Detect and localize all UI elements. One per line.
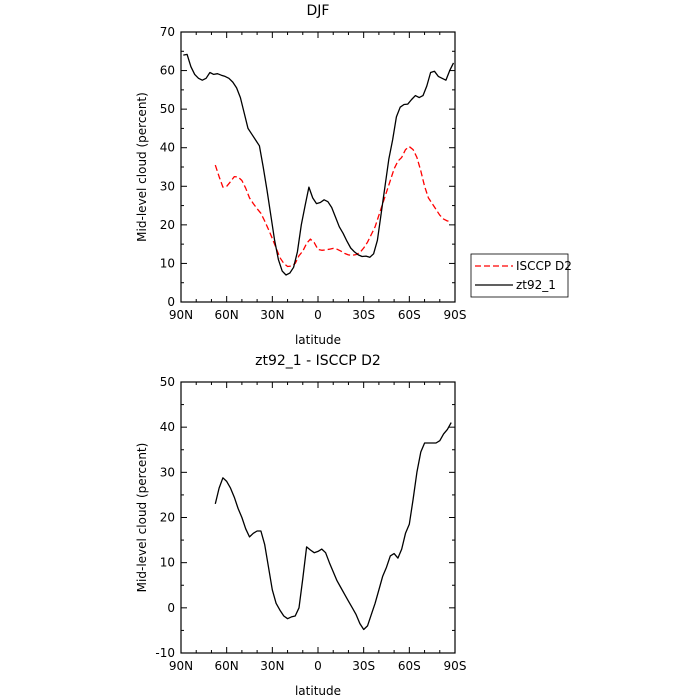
x-tick-label: 30S <box>352 308 375 322</box>
x-tick-label: 30N <box>260 659 284 673</box>
y-tick-label: 40 <box>160 420 175 434</box>
x-axis-label: latitude <box>295 684 341 698</box>
x-tick-label: 0 <box>314 659 322 673</box>
y-tick-label: 0 <box>167 295 175 309</box>
x-tick-label: 90S <box>444 659 467 673</box>
series-line-isccp-d2 <box>214 145 452 268</box>
legend-box <box>470 253 569 298</box>
x-tick-label: 30S <box>352 659 375 673</box>
y-tick-label: 10 <box>160 556 175 570</box>
series-line-diff-0 <box>214 422 452 631</box>
legend-label: ISCCP D2 <box>516 259 572 273</box>
y-tick-label: 30 <box>160 179 175 193</box>
y-axis-label: Mid-level cloud (percent) <box>135 443 149 593</box>
x-tick-label: 60N <box>215 308 239 322</box>
y-axis-label: Mid-level cloud (percent) <box>135 92 149 242</box>
y-tick-label: 70 <box>160 25 175 39</box>
x-tick-label: 90S <box>444 308 467 322</box>
plot-frame <box>180 31 456 303</box>
y-tick-label: 0 <box>167 601 175 615</box>
x-tick-label: 60S <box>398 659 421 673</box>
y-tick-label: 60 <box>160 64 175 78</box>
x-tick-label: 60N <box>215 659 239 673</box>
chart-title: zt92_1 - ISCCP D2 <box>255 353 381 369</box>
y-tick-label: 20 <box>160 218 175 232</box>
top-panel: 90N 60N 30N 0 30S 60S 90S 0 10 20 30 40 50 60 70 DJF lat… <box>135 3 466 347</box>
y-tick-label: 10 <box>160 256 175 270</box>
x-tick-label: 30N <box>260 308 284 322</box>
chart-title: DJF <box>307 3 330 19</box>
y-tick-label: 50 <box>160 375 175 389</box>
x-tick-label: 0 <box>314 308 322 322</box>
series-line-zt92-1 <box>183 53 455 276</box>
y-tick-label: 40 <box>160 141 175 155</box>
x-tick-label: 90N <box>169 308 193 322</box>
x-tick-label: 60S <box>398 308 421 322</box>
legend-label: zt92_1 <box>516 278 556 292</box>
x-tick-label: 90N <box>169 659 193 673</box>
bottom-panel: 90N 60N 30N 0 30S 60S 90S -10 0 10 20 30 40 50 zt92_1 … <box>135 353 466 698</box>
y-tick-label: 50 <box>160 102 175 116</box>
y-tick-label: -10 <box>155 646 175 660</box>
legend: ISCCP D2 zt92_1 <box>470 253 572 298</box>
y-tick-label: 20 <box>160 511 175 525</box>
plot-frame <box>180 381 456 654</box>
x-axis-label: latitude <box>295 333 341 347</box>
y-tick-label: 30 <box>160 465 175 479</box>
